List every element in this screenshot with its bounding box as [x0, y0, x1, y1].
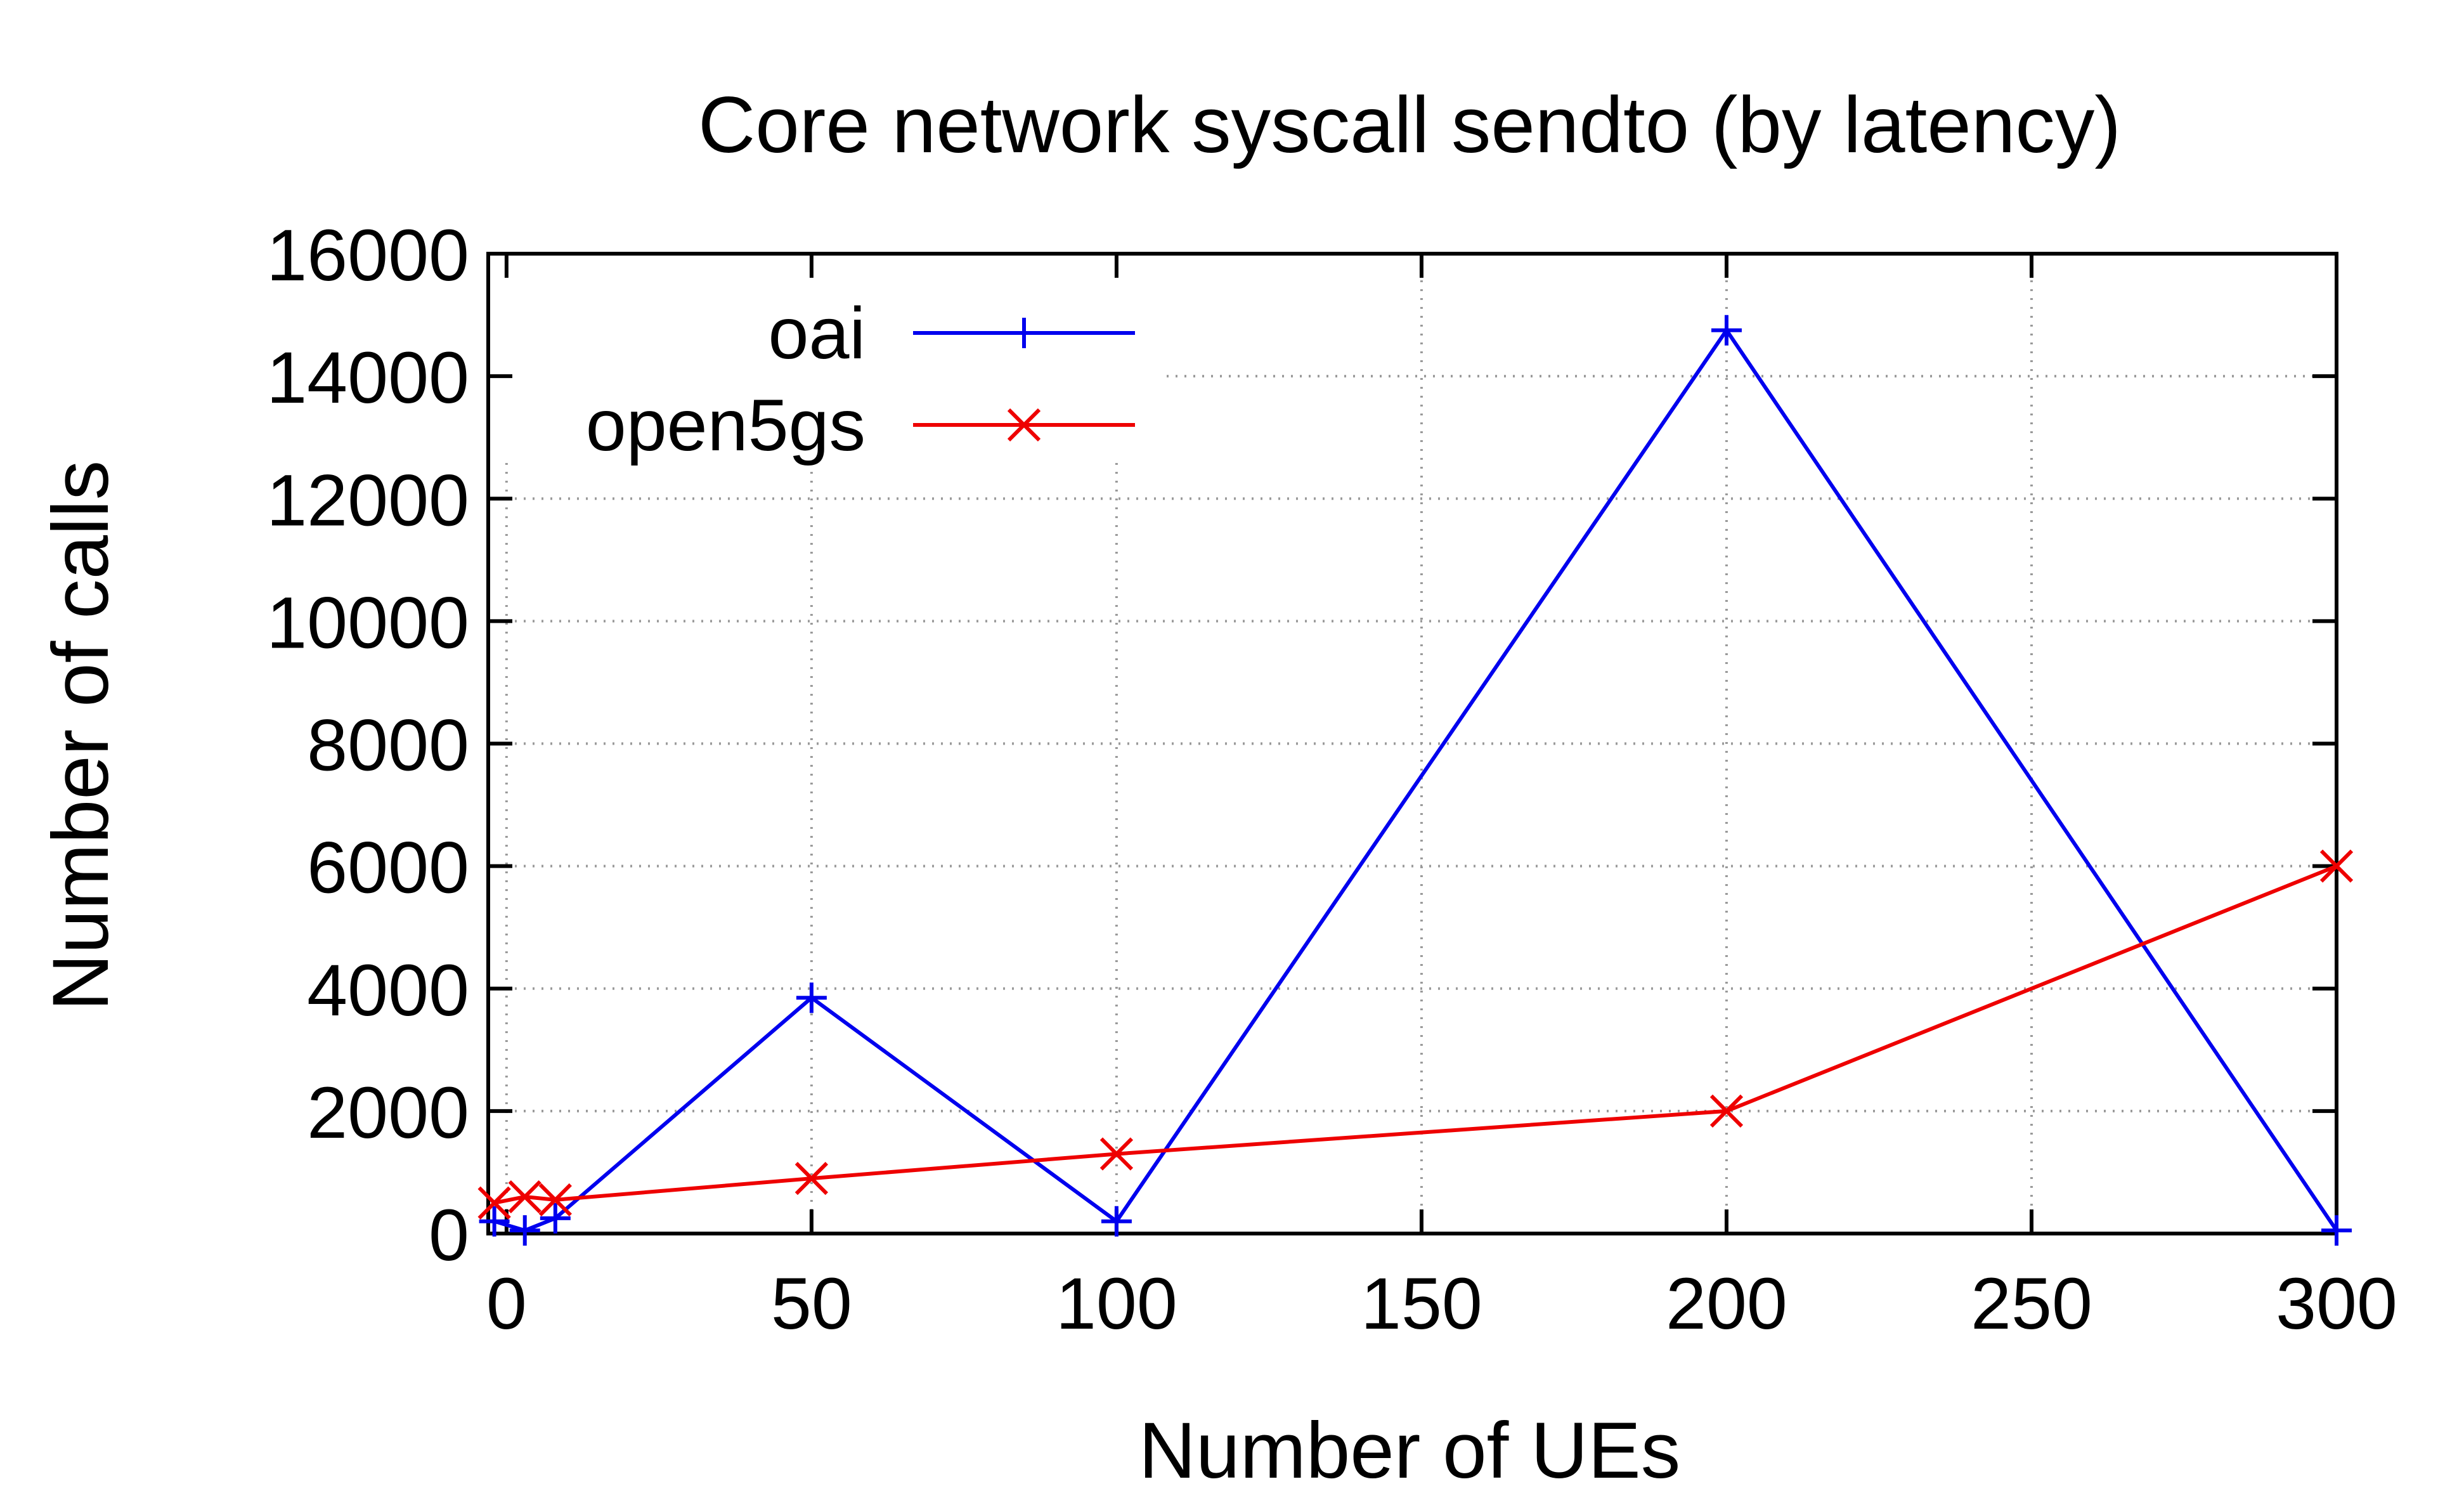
series-open5gs	[477, 849, 2354, 1220]
legend-marker-open5gs	[1007, 408, 1041, 442]
series-layer	[477, 315, 2354, 1246]
data-point-open5gs	[2319, 849, 2354, 883]
marker-stroke	[2319, 849, 2354, 883]
y-tick-label: 2000	[307, 1072, 469, 1154]
x-tick-label: 50	[771, 1263, 852, 1345]
data-point-oai	[2321, 1215, 2352, 1246]
y-tick-label: 14000	[266, 337, 469, 419]
data-point-oai	[796, 982, 827, 1013]
data-point-oai	[540, 1202, 571, 1234]
marker-stroke	[1709, 1094, 1744, 1128]
legend-label-oai: oai	[768, 293, 866, 374]
legend: oai open5gs	[586, 293, 1135, 466]
data-point-open5gs	[477, 1186, 511, 1220]
data-point-open5gs	[794, 1161, 829, 1195]
series-oai	[479, 315, 2352, 1246]
marker-stroke	[538, 1183, 572, 1217]
x-tick-label: 200	[1666, 1263, 1787, 1345]
axes: 0 2000 4000 6000 8000 10000 12000 14000 16000 0 50…	[266, 215, 2397, 1345]
data-point-oai	[509, 1215, 540, 1246]
data-point-open5gs	[508, 1180, 541, 1214]
x-tick-label: 0	[486, 1263, 527, 1345]
y-axis-label: Number of calls	[37, 460, 125, 1011]
marker-stroke	[477, 1186, 511, 1220]
y-tick-label: 0	[429, 1195, 469, 1276]
x-axis-label: Number of UEs	[1139, 1407, 1680, 1495]
data-point-oai	[479, 1206, 510, 1237]
y-tick-label: 16000	[266, 215, 469, 296]
y-tick-label: 12000	[266, 460, 469, 541]
x-tick-label: 300	[2276, 1263, 2397, 1345]
x-tick-label: 250	[1971, 1263, 2092, 1345]
marker-stroke	[794, 1161, 829, 1195]
marker-stroke	[1007, 408, 1041, 442]
data-point-open5gs	[538, 1183, 572, 1217]
marker-stroke	[1099, 1137, 1134, 1171]
x-tick-label: 150	[1361, 1263, 1482, 1345]
grid	[488, 254, 2337, 1234]
marker-stroke	[508, 1180, 541, 1214]
chart-title: Core network syscall sendto (by latency)	[698, 81, 2121, 169]
y-tick-label: 4000	[307, 950, 469, 1031]
x-tick-label: 100	[1056, 1263, 1177, 1345]
legend-marker-oai	[1009, 318, 1039, 348]
y-tick-label: 6000	[307, 828, 469, 909]
data-point-open5gs	[1099, 1137, 1134, 1171]
y-tick-label: 10000	[266, 582, 469, 663]
y-tick-label: 8000	[307, 705, 469, 786]
data-point-oai	[1711, 315, 1742, 346]
data-point-oai	[1101, 1206, 1132, 1237]
legend-label-open5gs: open5gs	[586, 385, 866, 466]
data-point-open5gs	[1709, 1094, 1744, 1128]
